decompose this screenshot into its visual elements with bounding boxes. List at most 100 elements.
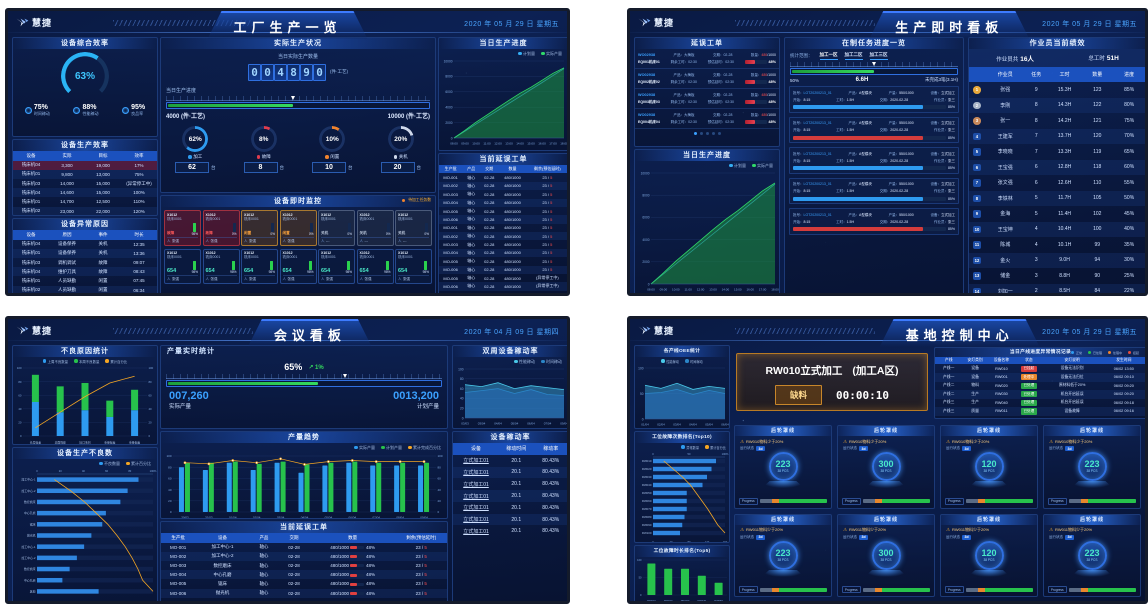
pagination-dots <box>635 129 779 138</box>
qty-done: 480 <box>761 92 768 97</box>
legend-item: 异常数量 <box>681 445 699 450</box>
legend-swatch <box>188 155 192 159</box>
wo-qty: 数量：480/1000 <box>750 52 776 57</box>
mini-bar <box>350 573 365 577</box>
pagination-dot[interactable] <box>693 132 697 135</box>
field: 设备：立式加工 <box>930 120 955 127</box>
gauge-value: 223 <box>775 547 791 558</box>
field: 产品：A型模块 <box>848 151 871 158</box>
counter-digit: 9 <box>300 64 313 81</box>
machine-name: 铣床0001 <box>321 255 336 259</box>
svg-text:40: 40 <box>438 488 442 492</box>
field-value: 张三 <box>947 219 955 224</box>
batch-number[interactable]: LOT20200213_01 <box>803 151 832 156</box>
operator-name: 张强 <box>249 277 256 281</box>
pagination-dot[interactable] <box>699 132 703 135</box>
line-card: 后轮罩线 ⚠ RW011物料少于20% 运行状态 3d 223 38 PCS Progress <box>1043 513 1141 597</box>
field-label: 工时： <box>836 128 847 132</box>
machine-card: X1012 铣床0001 654 98% 人张强 <box>279 248 317 284</box>
field-value: 02-28 <box>723 92 733 97</box>
donut-value: 20% <box>394 135 408 143</box>
overall-stats: 50% 6.6H 未完成3笔(3.1H) <box>785 76 963 84</box>
panel-daily-progress-chart: 当日生产进度 计划量 实际产量 0 2000 4000 6000 8000 10000 08:… <box>438 37 567 151</box>
level-bar <box>271 222 275 232</box>
field: 剩余工时：02:30 <box>671 119 697 126</box>
gauge-value: 63% <box>74 70 95 82</box>
table-row: MO-003 轴心 02-28 480/1000 23 / 5 <box>443 241 553 248</box>
table-row: 铣床机01 设备保养 关机 13:36 <box>13 248 157 258</box>
task-progress-bar <box>793 135 946 140</box>
oee-stat: 88% 性能稼动 <box>73 104 98 117</box>
chart-svg: 0 50 100 01/04 02/04 03/04 04/04 05/04 06/04 <box>638 366 729 427</box>
daily-progress-chart: 0 2000 4000 6000 8000 10000 08:00 09:00 10:00 11:… <box>439 58 567 146</box>
fault-count-chart: 0 50 100% 0 40 80 120 160 RW010 RW020 RW030 RW040 RW… <box>635 451 729 542</box>
batch-number[interactable]: LOT20200213_01 <box>803 90 832 95</box>
wo-number[interactable]: WO02938 <box>638 72 656 77</box>
brand-name: 慧捷 <box>654 18 675 28</box>
table-row: 铣床机04 14,600 15,000 100% <box>13 188 157 198</box>
equipment-name: EQ004机床04 <box>638 119 660 124</box>
tab-zone[interactable]: 加工二区 <box>844 52 863 60</box>
tag-value: 3d <box>859 446 869 451</box>
legend-item: 性能稼动 <box>514 359 535 365</box>
pagination-dot[interactable] <box>717 132 721 135</box>
brand-logo: 慧捷 <box>638 16 674 29</box>
rank-badge: 5 <box>973 148 981 156</box>
dashboard-header: 慧捷 会议看板 2020 年 04 月 09 日 星期四 <box>8 319 567 343</box>
output-values: 007,260 0013,200 <box>161 388 447 402</box>
hatch-decoration <box>735 328 875 334</box>
field: 设备：立式加工 <box>930 90 955 97</box>
svg-text:100: 100 <box>107 600 112 603</box>
run-status-tag: 运行状态 3d <box>946 446 972 451</box>
field-label: 剩余工时： <box>670 79 689 84</box>
wo-number[interactable]: WO02938 <box>638 112 656 117</box>
alert-timer: 00:00:10 <box>836 388 889 402</box>
level-bar <box>270 261 274 270</box>
machine-code: X1012 <box>321 212 332 217</box>
machine-code: X1012 <box>282 251 293 255</box>
col-header: 稼动时间 <box>499 443 534 455</box>
rank-badge: 11 <box>973 241 981 249</box>
pagination-dot[interactable] <box>711 132 715 135</box>
pagination-dot[interactable] <box>705 132 709 135</box>
tab-zone[interactable]: 加工三区 <box>869 52 888 60</box>
field-label: 产品： <box>673 72 685 77</box>
machine-state: 故障 <box>205 230 213 235</box>
svg-text:02/04: 02/04 <box>253 516 261 520</box>
batch-number[interactable]: LOT20200213_01 <box>803 212 832 217</box>
legend-swatch <box>1087 350 1092 355</box>
table-row: 立式加工01 20.1 80.43% <box>453 513 567 526</box>
line-card-title: 后轮罩线 <box>1044 426 1140 436</box>
svg-text:04/04: 04/04 <box>689 423 697 427</box>
wo-number[interactable]: WO02938 <box>638 52 656 57</box>
batch-number[interactable]: LOT20200213_01 <box>803 182 832 186</box>
warning-icon: ⚠ <box>946 527 951 532</box>
line-card: 后轮罩线 ⚠ RW010物料少于20% 运行状态 3d 223 38 PCS Progress <box>1043 425 1141 509</box>
legend-swatch <box>401 198 406 203</box>
panel-delayed-wo: 延误工单 WO02938 产品：大梅板 交期：02-28 数量：480/1000 EQ0… <box>634 37 780 147</box>
level-pct: 98% <box>422 270 429 274</box>
svg-text:80: 80 <box>18 380 22 384</box>
col-header: 进度 <box>1112 67 1145 82</box>
svg-text:6000: 6000 <box>445 90 452 94</box>
machine-operator: 人张强 <box>282 275 314 282</box>
count-box: 62 <box>175 162 209 173</box>
chart-legend: 性能稼动 时间稼动 <box>635 357 729 365</box>
wo-number[interactable]: WO02938 <box>638 92 656 97</box>
field-value: 1.5H <box>846 189 854 193</box>
actual-output-value: 007,260 <box>169 390 209 402</box>
machine-operator: 人张强 <box>167 275 198 282</box>
batch-number[interactable]: LOT20200213_01 <box>803 121 832 125</box>
alert-status-row: 缺料 00:00:10 <box>737 385 927 405</box>
person-icon: 人 <box>282 238 287 243</box>
line-gauge: 300 38 PCS <box>871 452 901 481</box>
legend-swatch <box>661 359 665 363</box>
machine-code: X1012 <box>321 251 332 255</box>
person-icon: 人 <box>244 277 248 281</box>
operator-count: 作业员共 16人 <box>996 56 1034 63</box>
task-batch: 批号：LOT20200213_01 <box>793 182 832 186</box>
svg-text:100: 100 <box>638 366 644 370</box>
col-header: 剩余(预估延时) <box>395 533 447 543</box>
svg-text:06/04: 06/04 <box>721 423 729 427</box>
tab-zone[interactable]: 加工一区 <box>819 52 838 60</box>
